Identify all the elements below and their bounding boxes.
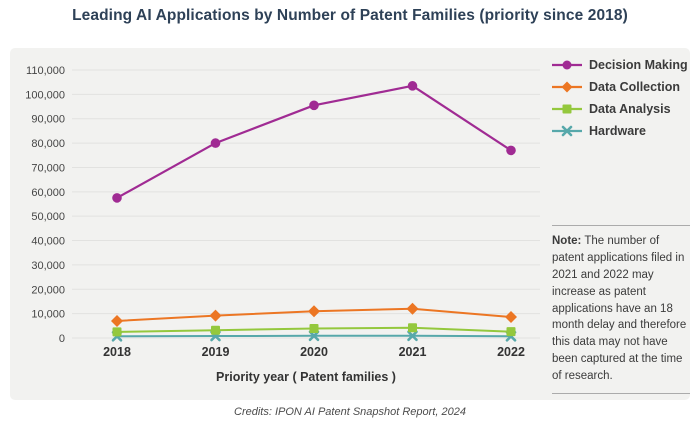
data-point-hardware-2021 [407, 330, 418, 342]
data-point-data-collection-2022 [505, 311, 517, 324]
data-point-data-collection-2020 [308, 305, 320, 318]
legend-item-decision-making: Decision Making [552, 56, 688, 74]
y-tick-label: 70,000 [31, 162, 65, 174]
y-tick-label: 40,000 [31, 236, 65, 248]
data-point-data-analysis-2019 [211, 325, 220, 335]
legend-item-data-analysis: Data Analysis [552, 100, 688, 118]
y-tick-label: 10,000 [31, 309, 65, 321]
square-marker-icon [552, 104, 582, 114]
line-chart: 0 10,000 20,000 30,000 40,000 50,000 60,000 70,… [25, 65, 540, 384]
y-tick-label: 100,000 [25, 89, 65, 101]
data-point-decision-making-2021 [407, 81, 418, 91]
y-tick-label: 30,000 [31, 260, 65, 272]
credits: Credits: IPON AI Patent Snapshot Report,… [234, 406, 466, 418]
x-marker-icon [552, 125, 582, 137]
y-tick-label: 60,000 [31, 187, 65, 199]
y-tick-label: 0 [59, 333, 65, 345]
data-point-decision-making-2019 [210, 138, 221, 148]
y-tick-label: 110,000 [26, 65, 65, 77]
y-tick-label: 20,000 [31, 284, 65, 296]
chart-panel: 0 10,000 20,000 30,000 40,000 50,000 60,000 70,… [10, 48, 690, 400]
circle-marker-icon [552, 60, 582, 70]
legend-item-data-collection: Data Collection [552, 78, 688, 96]
diamond-marker-icon [552, 81, 582, 93]
y-tick-label: 50,000 [31, 211, 65, 223]
x-tick-label: 2018 [103, 345, 131, 359]
note-text: The number of patent applications filed … [552, 235, 687, 383]
note: Note: The number of patent applications … [552, 225, 690, 395]
x-tick-label: 2022 [497, 345, 525, 359]
data-point-hardware-2020 [308, 330, 320, 342]
square-glyph [562, 104, 572, 114]
x-tick-label: 2019 [202, 345, 230, 359]
x-tick-label: 2021 [399, 345, 427, 359]
legend-label: Decision Making [589, 58, 688, 72]
legend: Decision Making Data Collection Data Analy… [552, 56, 688, 140]
y-tick-label: 90,000 [31, 114, 65, 126]
data-point-data-collection-2019 [209, 309, 222, 322]
legend-label: Data Analysis [589, 102, 671, 116]
data-point-decision-making-2022 [506, 145, 516, 156]
data-point-data-analysis-2018 [112, 327, 122, 337]
chart-title: Leading AI Applications by Number of Pat… [72, 7, 628, 24]
data-point-data-analysis-2020 [309, 323, 319, 333]
data-point-data-analysis-2021 [408, 323, 417, 333]
x-glyph [561, 125, 573, 137]
data-point-decision-making-2018 [112, 193, 122, 203]
circle-glyph [562, 60, 572, 70]
data-point-decision-making-2020 [309, 100, 319, 111]
data-point-data-collection-2018 [111, 314, 123, 327]
diamond-glyph [561, 81, 573, 93]
x-tick-label: 2020 [300, 345, 328, 359]
data-point-data-collection-2021 [406, 302, 419, 315]
legend-item-hardware: Hardware [552, 122, 688, 140]
legend-label: Hardware [589, 124, 646, 138]
x-axis-title: Priority year ( Patent families ) [216, 370, 396, 384]
y-tick-label: 80,000 [31, 138, 65, 150]
data-point-data-analysis-2022 [506, 327, 516, 337]
legend-label: Data Collection [589, 80, 680, 94]
note-label: Note: [552, 235, 582, 247]
